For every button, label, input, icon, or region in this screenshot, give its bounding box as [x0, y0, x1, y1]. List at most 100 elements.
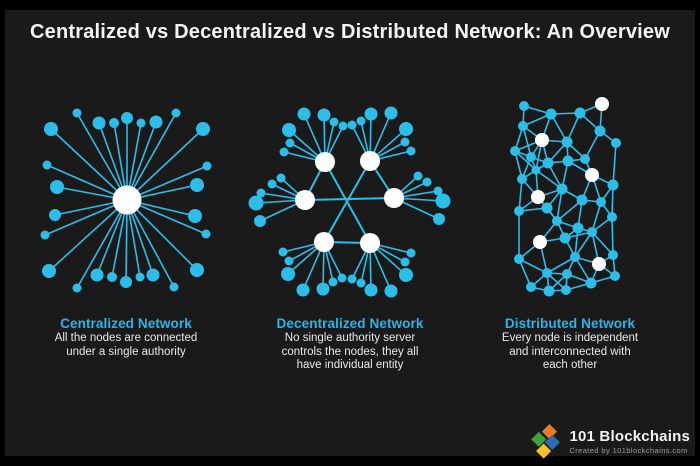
distributed-node: [543, 285, 555, 297]
distributed-node: [531, 165, 541, 175]
distributed-link: [591, 201, 602, 233]
decentralized-node: [276, 173, 286, 183]
decentralized-node: [248, 195, 264, 211]
centralized-node: [171, 108, 181, 118]
decentralized-node: [356, 278, 366, 288]
centralized-node: [202, 161, 212, 171]
page-title: Centralized vs Decentralized vs Distribu…: [29, 21, 671, 43]
centralized-node: [120, 276, 132, 288]
distributed-node: [545, 108, 557, 120]
centralized-node: [44, 122, 58, 136]
blockchains-logo-icon: [531, 424, 561, 459]
section-centralized: Centralized Network All the nodes are co…: [16, 316, 236, 359]
section-heading-decentralized: Decentralized Network: [276, 316, 424, 331]
section-heading-distributed: Distributed Network: [504, 316, 636, 331]
decentralized-node: [338, 121, 348, 131]
decentralized-node: [337, 273, 347, 283]
decentralized-hub-node: [384, 188, 404, 208]
centralized-node: [92, 116, 106, 130]
centralized-node: [72, 283, 82, 293]
section-description-distributed: Every node is independent and interconne…: [501, 332, 639, 371]
distributed-link: [611, 216, 614, 256]
logo-cube-orange: [542, 424, 558, 440]
distributed-node: [570, 252, 580, 262]
centralized-node: [196, 122, 210, 136]
decentralized-node: [399, 268, 413, 282]
decentralized-node: [384, 284, 398, 298]
decentralized-node: [406, 146, 416, 156]
distributed-node: [587, 227, 597, 237]
section-decentralized: Decentralized Network No single authorit…: [240, 316, 460, 373]
decentralized-hub-link: [304, 197, 395, 201]
distributed-node: [607, 179, 619, 191]
distributed-link: [612, 142, 617, 186]
centralized-node: [90, 268, 104, 282]
decentralized-node: [282, 123, 296, 137]
distributed-link: [522, 125, 532, 158]
centralized-link: [50, 128, 128, 201]
decentralized-node: [317, 108, 331, 122]
distributed-node: [580, 154, 590, 164]
distributed-node: [610, 271, 620, 281]
centralized-node: [190, 263, 204, 277]
distributed-node: [611, 138, 621, 148]
decentralized-hub-node: [315, 152, 335, 172]
distributed-node: [596, 197, 606, 207]
decentralized-node: [328, 277, 338, 287]
centralized-node: [42, 264, 56, 278]
centralized-node: [188, 209, 202, 223]
distributed-node: [514, 254, 524, 264]
distributed-node: [562, 155, 574, 167]
distributed-hub-node: [533, 235, 547, 249]
decentralized-node: [285, 138, 295, 148]
distributed-hub-node: [595, 97, 609, 111]
brand-logo: 101 Blockchains Created by 101blockchain…: [531, 424, 690, 460]
logo-cube-blue: [545, 434, 561, 450]
decentralized-node: [254, 215, 266, 227]
centralized-node: [107, 272, 117, 282]
decentralized-node: [279, 147, 289, 157]
decentralized-node: [329, 117, 339, 127]
decentralized-node: [297, 107, 311, 121]
centralized-link: [76, 112, 128, 201]
centralized-link: [48, 199, 128, 272]
centralized-node: [121, 112, 133, 124]
distributed-node: [572, 222, 584, 234]
decentralized-node: [433, 186, 443, 196]
distributed-link: [518, 258, 548, 274]
decentralized-node: [399, 122, 413, 136]
centralized-link: [126, 128, 204, 201]
distributed-link: [518, 178, 523, 212]
centralized-node: [50, 180, 64, 194]
centralized-node: [169, 282, 179, 292]
decentralized-hub-node: [314, 232, 334, 252]
centralized-node: [190, 178, 204, 192]
decentralized-hub-node: [360, 151, 380, 171]
centralized-node: [72, 108, 82, 118]
distributed-node: [576, 194, 588, 206]
brand-name: 101 Blockchains: [569, 428, 690, 445]
decentralized-node: [267, 179, 277, 189]
logo-cube-yellow: [536, 443, 552, 459]
decentralized-node: [364, 107, 378, 121]
distributed-node: [542, 157, 554, 169]
centralized-node: [40, 230, 50, 240]
brand-credit: Created by 101blockchains.com: [569, 446, 688, 455]
section-description-decentralized: No single authority server controls the …: [281, 332, 419, 371]
distributed-node: [552, 216, 562, 226]
distributed-node: [526, 282, 536, 292]
distributed-node: [526, 152, 536, 162]
decentralized-hub-node: [360, 233, 380, 253]
distributed-node: [541, 202, 553, 214]
distributed-hub-node: [592, 257, 606, 271]
centralized-link: [44, 199, 128, 236]
distributed-node: [542, 268, 552, 278]
distributed-node: [585, 277, 597, 289]
centralized-link: [76, 199, 128, 289]
distributed-node: [607, 212, 617, 222]
centralized-node: [146, 268, 160, 282]
distributed-node: [561, 285, 571, 295]
distributed-node: [514, 206, 524, 216]
distributed-node: [519, 101, 529, 111]
